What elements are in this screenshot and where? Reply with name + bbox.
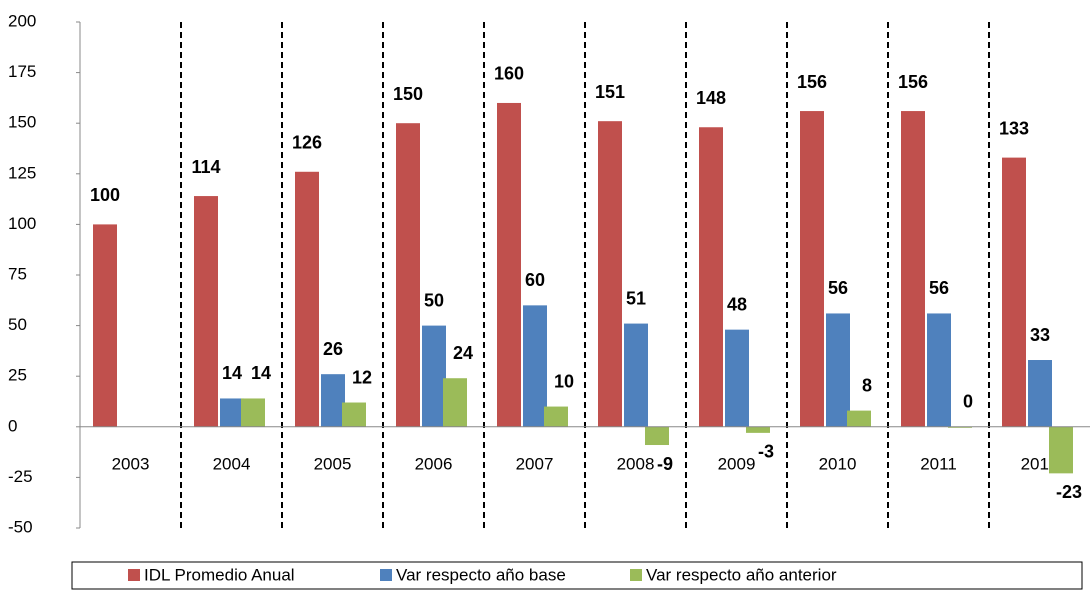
y-tick-label: -25 [8, 467, 33, 486]
value-label: 156 [898, 72, 928, 92]
bar [1002, 157, 1026, 427]
y-tick-label: 50 [8, 315, 27, 334]
value-label: -3 [758, 442, 774, 462]
y-tick-label: -50 [8, 517, 33, 536]
value-label: 51 [626, 288, 646, 308]
value-label: 156 [797, 72, 827, 92]
value-label: 12 [352, 367, 372, 387]
bar [523, 305, 547, 427]
value-label: 148 [696, 88, 726, 108]
x-tick-label: 2007 [516, 454, 554, 473]
bar [544, 406, 568, 427]
value-label: -23 [1056, 482, 1082, 502]
value-label: 56 [828, 278, 848, 298]
bar [746, 426, 770, 433]
bar [847, 410, 871, 427]
legend-label: IDL Promedio Anual [144, 565, 295, 584]
x-tick-label: 2004 [213, 454, 251, 473]
y-tick-label: 150 [8, 113, 36, 132]
bar [342, 402, 366, 427]
legend-swatch [128, 569, 140, 581]
x-tick-label: 2005 [314, 454, 352, 473]
legend-label: Var respecto año anterior [646, 565, 837, 584]
value-label: 150 [393, 84, 423, 104]
bar [1049, 426, 1073, 474]
y-tick-label: 125 [8, 163, 36, 182]
bar [295, 171, 319, 427]
bar [800, 111, 824, 427]
value-label: 10 [554, 371, 574, 391]
bar [645, 426, 669, 446]
value-label: 160 [494, 64, 524, 84]
y-tick-label: 75 [8, 264, 27, 283]
value-label: 60 [525, 270, 545, 290]
bar [220, 398, 244, 427]
bar [497, 102, 521, 427]
value-label: 133 [999, 118, 1029, 138]
bar [1028, 360, 1052, 427]
value-label: 126 [292, 133, 322, 153]
bar [901, 111, 925, 427]
bar [241, 398, 265, 427]
value-label: 56 [929, 278, 949, 298]
x-tick-label: 2003 [112, 454, 150, 473]
bar [725, 329, 749, 427]
y-tick-label: 100 [8, 214, 36, 233]
value-label: 8 [862, 375, 872, 395]
y-tick-label: 175 [8, 62, 36, 81]
value-label: 0 [963, 392, 973, 412]
bar [927, 313, 951, 427]
value-label: 14 [251, 363, 271, 383]
legend-box [71, 561, 1083, 590]
value-label: 151 [595, 82, 625, 102]
legend-swatch [380, 569, 392, 581]
legend-swatch [630, 569, 642, 581]
value-label: 100 [90, 185, 120, 205]
bar [826, 313, 850, 427]
y-tick-label: 0 [8, 416, 17, 435]
y-tick-label: 200 [8, 11, 36, 30]
bar [396, 123, 420, 427]
bar [93, 224, 117, 427]
bar [321, 374, 345, 427]
bar [422, 325, 446, 427]
x-tick-label: 2012 [1021, 454, 1059, 473]
x-tick-label: 2009 [718, 454, 756, 473]
bar [624, 323, 648, 427]
y-tick-label: 25 [8, 366, 27, 385]
bar [598, 121, 622, 427]
x-tick-label: 2010 [819, 454, 857, 473]
value-label: 48 [727, 294, 747, 314]
value-label: 24 [453, 343, 473, 363]
legend-label: Var respecto año base [396, 565, 566, 584]
bar [699, 127, 723, 427]
value-label: 50 [424, 290, 444, 310]
value-label: -9 [657, 454, 673, 474]
value-label: 114 [191, 157, 220, 177]
value-label: 33 [1030, 325, 1050, 345]
x-tick-label: 2008 [617, 454, 655, 473]
value-label: 26 [323, 339, 343, 359]
bar [194, 196, 218, 427]
bar [443, 378, 467, 427]
x-tick-label: 2011 [920, 454, 957, 473]
value-label: 14 [222, 363, 242, 383]
x-tick-label: 2006 [415, 454, 453, 473]
